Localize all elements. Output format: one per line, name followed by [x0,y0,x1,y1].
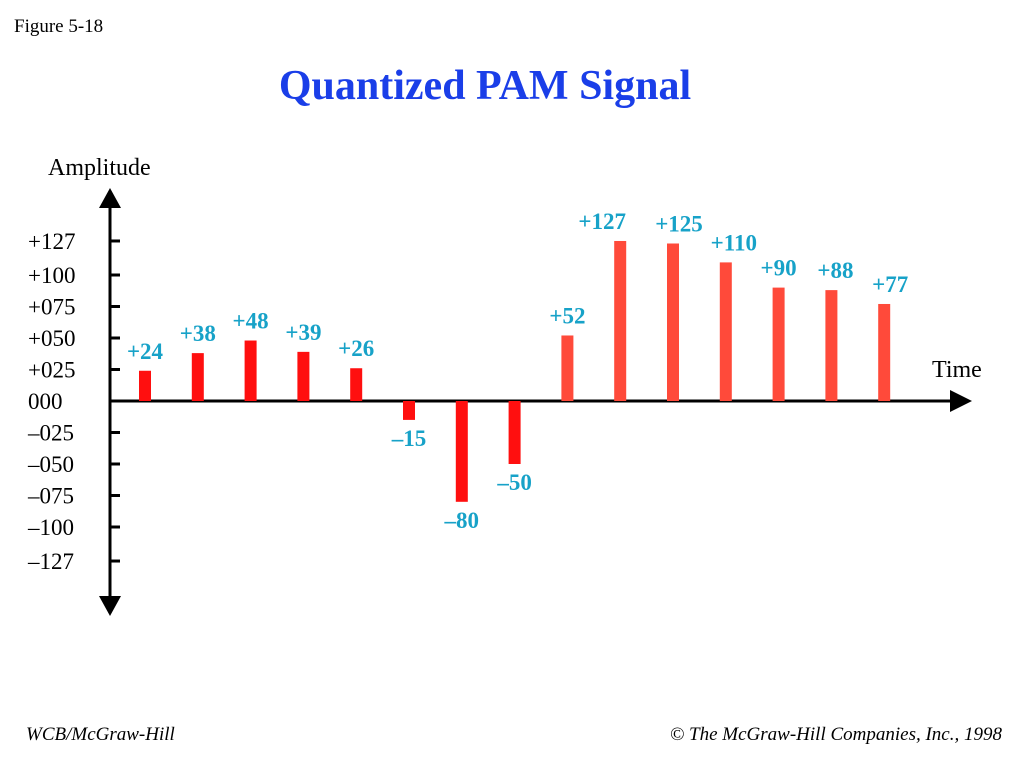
bar [772,287,785,401]
y-axis-ticks: +127 +100 +075 +050 +025 000 –025 –050 –075 –100 –… [27,229,120,574]
bars [139,240,891,502]
value-label: +26 [338,336,374,361]
y-axis-title: Amplitude [48,155,151,181]
value-label: +38 [180,321,216,346]
value-labels: +24+38+48 +39+26–15–80–50+52+127 +125+110+… [127,209,908,533]
publisher-label: WCB/McGraw-Hill [26,724,175,745]
value-label: –50 [496,470,532,495]
bar [508,401,521,464]
value-label: +52 [549,303,585,328]
value-label: –15 [391,426,427,451]
bar [455,401,468,502]
copyright-text: The McGraw-Hill Companies, Inc., 1998 [689,724,1002,745]
axes [99,188,972,616]
y-tick-label: 000 [28,389,63,414]
x-axis-arrow [950,390,972,412]
bar [825,290,838,401]
figure-label: Figure 5-18 [14,16,104,37]
bar [191,353,204,401]
value-label: +88 [817,258,853,283]
bar [614,240,627,401]
bar [244,340,257,401]
value-label: +125 [655,212,703,237]
y-tick-label: –075 [27,484,74,509]
bar [878,303,891,401]
copyright-label: © The McGraw-Hill Companies, Inc., 1998 [670,724,1002,746]
y-tick-label: –127 [27,549,74,574]
y-axis-arrow-down [99,596,121,616]
y-tick-label: +100 [28,263,75,288]
value-label: –80 [444,508,480,533]
y-tick-label: +127 [28,229,75,254]
y-tick-label: –050 [27,452,74,477]
y-tick-label: +075 [28,295,75,320]
value-label: +48 [233,309,269,334]
bar [139,370,151,401]
y-tick-label: +050 [28,326,75,351]
bar [403,401,415,420]
chart-title: Quantized PAM Signal [278,63,692,109]
copyright-symbol: © [669,724,685,745]
value-label: +39 [285,320,321,345]
x-axis-title: Time [932,357,982,383]
y-axis-arrow-up [99,188,121,208]
y-tick-label: +025 [28,358,75,383]
bar [297,351,310,401]
bar [350,368,363,401]
value-label: +90 [761,256,797,281]
y-tick-label: –100 [27,515,74,540]
value-label: +77 [872,272,908,297]
y-tick-label: –025 [27,421,74,446]
bar [719,262,732,401]
bar [667,243,679,401]
value-label: +127 [578,209,626,234]
bar [561,335,574,401]
value-label: +110 [711,230,757,255]
value-label: +24 [127,339,164,364]
